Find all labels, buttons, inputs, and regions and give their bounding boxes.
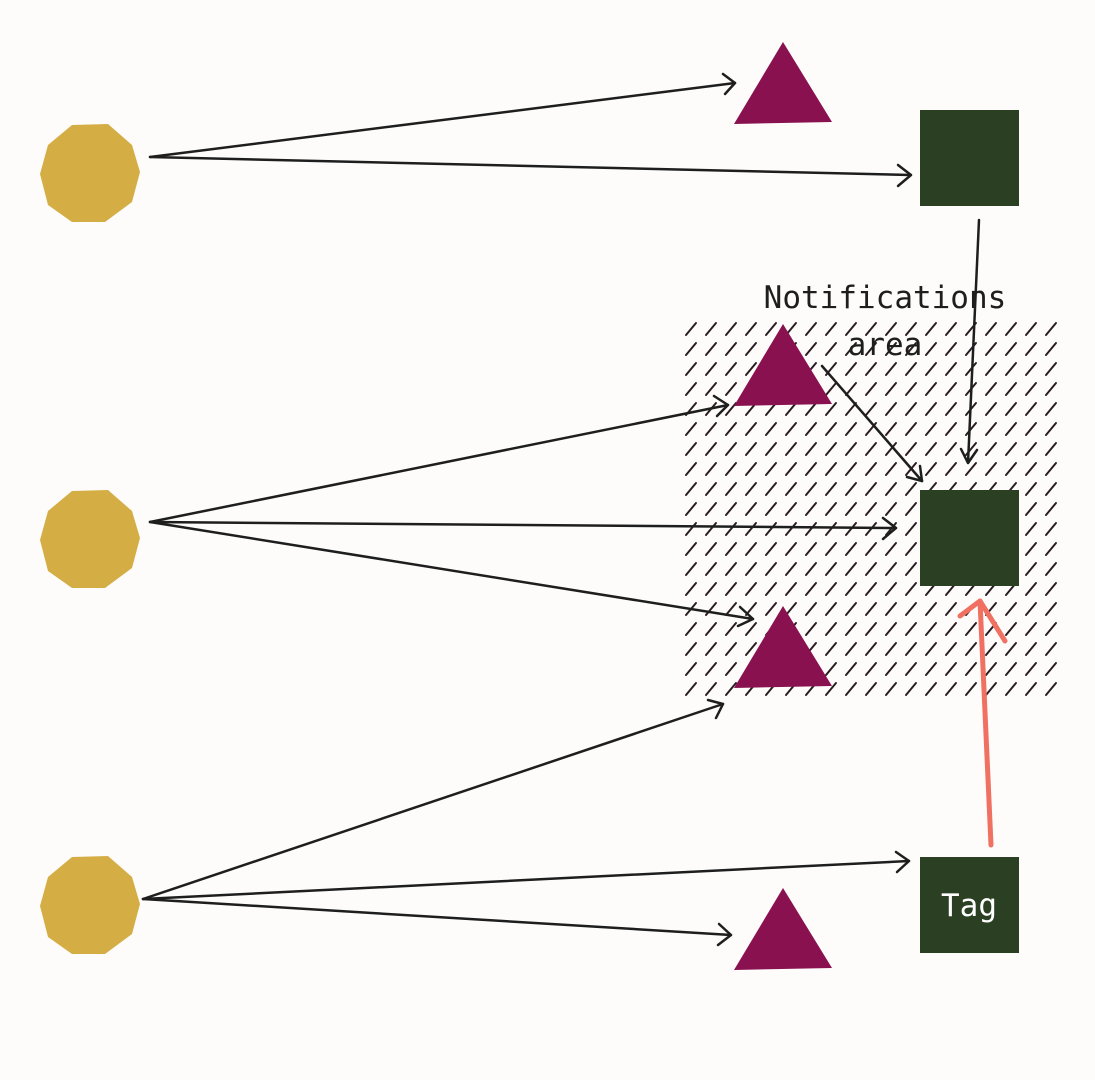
arrow-square1-square2 (959, 218, 981, 465)
source-circle-2[interactable] (40, 490, 140, 588)
arrow-source1-square1 (148, 155, 913, 188)
source-circle-3[interactable] (40, 856, 140, 954)
arrow-source2-triangle3 (148, 520, 755, 628)
notifications-area-label-line2: area (848, 327, 923, 363)
source-circle-1[interactable] (40, 124, 140, 222)
arrow-source3-triangle4 (141, 897, 733, 947)
arrow-source1-triangle1 (148, 72, 737, 159)
arrow-source2-square2 (148, 516, 898, 541)
target-square-2[interactable] (920, 490, 1019, 586)
arrow-source3-triangle3 (141, 698, 725, 901)
target-triangle-3[interactable] (734, 606, 832, 688)
notifications-area-label-line1: Notifications (764, 280, 1007, 316)
tag-label: Tag (941, 888, 997, 924)
arrow-triangle2-square2 (820, 364, 924, 483)
target-triangle-2[interactable] (734, 324, 832, 406)
highlight-arrow-tag-square2 (957, 598, 1008, 848)
target-square-1[interactable] (920, 110, 1019, 206)
target-triangle-1[interactable] (734, 42, 832, 124)
tag-square[interactable] (920, 857, 1019, 953)
arrow-source2-triangle2 (148, 394, 730, 524)
target-triangle-4[interactable] (734, 888, 832, 970)
arrow-source3-tag (141, 850, 911, 901)
